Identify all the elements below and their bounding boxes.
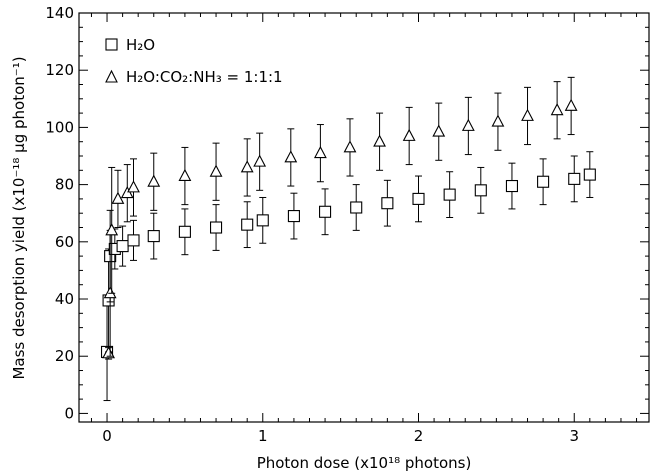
data-point-triangle (521, 108, 534, 121)
data-point-triangle (402, 128, 416, 141)
x-tick-label: 0 (102, 427, 112, 445)
y-tick-label: 140 (45, 4, 74, 22)
legend: H₂O H₂O:CO₂:NH₃ = 1:1:1 (105, 36, 283, 86)
data-point-square (583, 168, 596, 181)
y-axis-label: Mass desorption yield (x10⁻¹⁸ μg photon⁻… (10, 56, 28, 379)
x-tick-label: 3 (569, 427, 579, 445)
data-point-square (256, 214, 269, 227)
data-point-triangle (284, 150, 298, 163)
y-tick-label: 120 (45, 61, 74, 79)
legend-label-h2o: H₂O (126, 36, 155, 54)
data-point-square (350, 201, 363, 214)
legend-label-mixture: H₂O:CO₂:NH₃ = 1:1:1 (126, 68, 283, 86)
data-point-triangle (564, 98, 578, 111)
data-point-triangle (178, 168, 192, 181)
y-tick-label: 80 (55, 176, 74, 194)
data-point-triangle (550, 103, 564, 116)
data-point-square (412, 192, 425, 205)
data-point-triangle (253, 154, 267, 167)
data-point-square (443, 188, 456, 201)
y-tick-label: 40 (55, 290, 74, 308)
data-point-triangle (432, 124, 446, 137)
x-axis-label: Photon dose (x10¹⁸ photons) (257, 454, 472, 472)
data-point-square (319, 205, 332, 218)
data-point-triangle (209, 164, 223, 177)
plot-frame (78, 12, 650, 423)
data-point-square (381, 197, 394, 210)
data-point-square (178, 225, 191, 238)
data-point-square (116, 240, 129, 253)
y-tick-label: 0 (64, 404, 74, 422)
data-point-square (209, 221, 223, 234)
y-tick-label: 60 (55, 233, 74, 251)
data-point-square (505, 179, 519, 193)
data-point-triangle (373, 134, 386, 147)
data-point-triangle (343, 140, 357, 153)
data-point-triangle (127, 180, 140, 193)
legend-triangle-icon (105, 69, 118, 83)
data-point-triangle (102, 346, 116, 359)
data-point-square (241, 218, 254, 231)
data-point-square (537, 175, 550, 188)
data-point-triangle (103, 286, 117, 299)
data-point-square (474, 184, 487, 197)
series-0 (100, 151, 596, 402)
legend-square-icon (105, 38, 118, 51)
data-point-triangle (461, 118, 475, 131)
data-point-triangle (491, 114, 505, 127)
data-point-triangle (313, 145, 327, 159)
data-point-square (568, 172, 581, 185)
series-layer (100, 76, 596, 402)
data-point-triangle (147, 174, 161, 187)
data-point-triangle (240, 160, 254, 173)
x-tick-label: 2 (414, 427, 424, 445)
data-point-triangle (111, 191, 125, 204)
data-point-square (147, 230, 160, 243)
y-tick-label: 100 (45, 118, 74, 136)
x-tick-label: 1 (258, 427, 268, 445)
y-tick-label: 20 (55, 347, 74, 365)
data-point-triangle (105, 223, 119, 236)
data-point-square (127, 234, 140, 247)
axis-ticks: 0 1 2 3 0 20 40 60 80 100 120 140 (45, 4, 649, 445)
data-point-square (287, 210, 300, 223)
series-1 (102, 76, 578, 360)
